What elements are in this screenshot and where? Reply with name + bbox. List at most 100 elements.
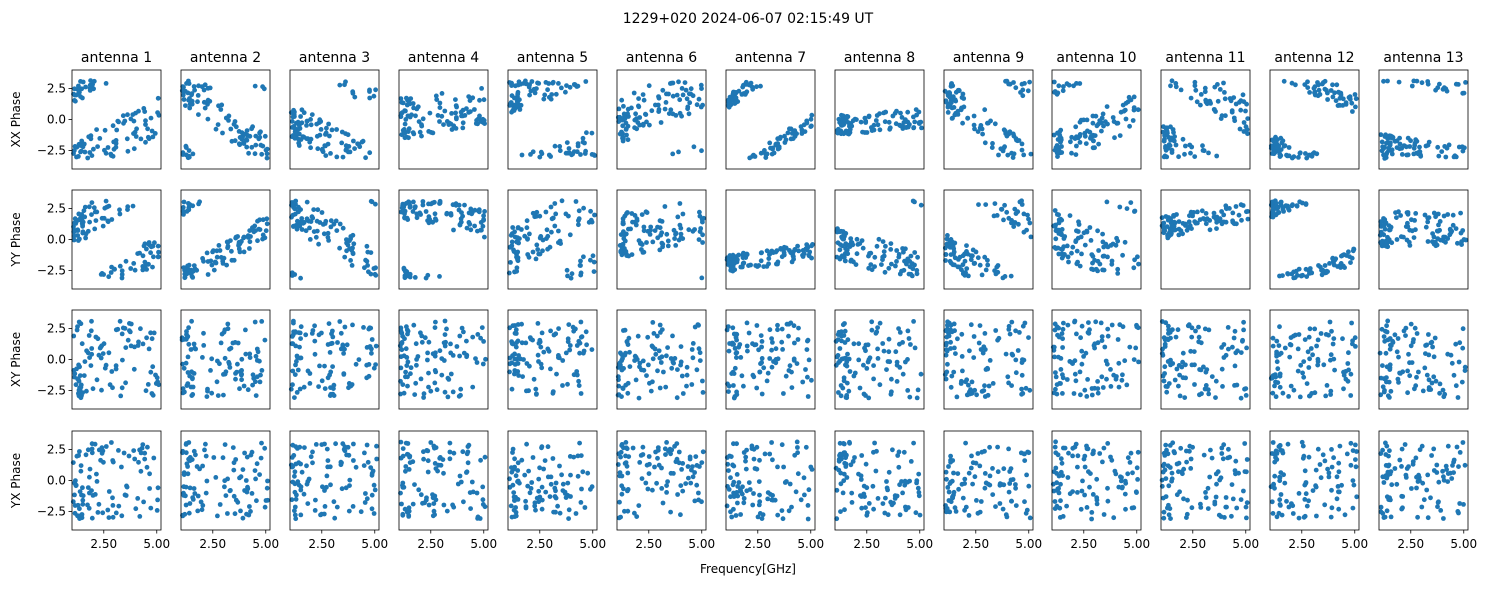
data-point <box>374 457 379 462</box>
data-point <box>411 502 416 507</box>
data-point <box>905 110 910 115</box>
data-point <box>563 90 568 95</box>
data-point <box>357 357 362 362</box>
data-point <box>619 483 624 488</box>
data-point <box>732 396 737 401</box>
data-point <box>195 509 200 514</box>
data-point <box>661 501 666 506</box>
data-point <box>482 97 487 102</box>
data-point <box>518 82 523 87</box>
data-point <box>965 116 970 121</box>
data-point <box>809 113 814 118</box>
data-point <box>307 477 312 482</box>
data-point <box>1296 155 1301 160</box>
data-point <box>1203 387 1208 392</box>
data-point <box>439 463 444 468</box>
data-point <box>332 516 337 521</box>
data-point <box>1102 345 1107 350</box>
data-point <box>554 92 559 97</box>
data-point <box>1297 267 1302 272</box>
data-point <box>315 229 320 234</box>
data-point <box>546 475 551 480</box>
data-point <box>365 443 370 448</box>
data-point <box>545 247 550 252</box>
data-point <box>1120 378 1125 383</box>
data-point <box>461 120 466 125</box>
data-point <box>1325 269 1330 274</box>
data-point <box>548 494 553 499</box>
data-point <box>184 503 189 508</box>
data-point <box>949 385 954 390</box>
data-point <box>577 441 582 446</box>
data-point <box>1193 88 1198 93</box>
data-point <box>1174 84 1179 89</box>
data-point <box>1162 155 1167 160</box>
data-point <box>439 356 444 361</box>
data-point <box>222 478 227 483</box>
data-point <box>529 337 534 342</box>
data-point <box>94 335 99 340</box>
data-point <box>969 322 974 327</box>
data-point <box>182 97 187 102</box>
data-point <box>73 478 78 483</box>
data-point <box>1280 273 1285 278</box>
data-point <box>699 276 704 281</box>
column-title: antenna 9 <box>953 50 1024 66</box>
data-point <box>1083 134 1088 139</box>
data-point <box>1086 320 1091 325</box>
data-point <box>217 361 222 366</box>
x-tick-label: 5.00 <box>361 537 388 551</box>
data-point <box>438 105 443 110</box>
data-point <box>790 385 795 390</box>
data-point <box>354 362 359 367</box>
data-point <box>1421 389 1426 394</box>
data-point <box>620 386 625 391</box>
data-point <box>735 494 740 499</box>
data-point <box>203 106 208 111</box>
data-point <box>1019 387 1024 392</box>
data-point <box>401 101 406 106</box>
data-point <box>1132 257 1137 262</box>
data-point <box>861 246 866 251</box>
panel <box>1269 310 1359 409</box>
data-point <box>805 347 810 352</box>
data-point <box>1212 85 1217 90</box>
data-point <box>978 323 983 328</box>
data-point <box>836 332 841 337</box>
data-point <box>525 252 530 257</box>
data-point <box>441 471 446 476</box>
data-point <box>893 264 898 269</box>
data-point <box>340 130 345 135</box>
data-point <box>365 250 370 255</box>
data-point <box>447 121 452 126</box>
data-point <box>991 381 996 386</box>
data-point <box>658 330 663 335</box>
data-point <box>1341 386 1346 391</box>
data-point <box>363 500 368 505</box>
data-point <box>897 450 902 455</box>
data-point <box>856 341 861 346</box>
data-point <box>1460 228 1465 233</box>
data-point <box>551 389 556 394</box>
data-point <box>535 247 540 252</box>
data-point <box>153 131 158 136</box>
data-point <box>1390 147 1395 152</box>
data-point <box>690 347 695 352</box>
x-tick-label: 5.00 <box>252 537 279 551</box>
x-tick-label: 5.00 <box>579 537 606 551</box>
data-point <box>738 355 743 360</box>
data-point <box>412 392 417 397</box>
data-point <box>1164 390 1169 395</box>
data-point <box>671 81 676 86</box>
data-point <box>1244 124 1249 129</box>
data-point <box>1288 342 1293 347</box>
data-point <box>432 509 437 514</box>
data-point <box>509 504 514 509</box>
data-point <box>1432 211 1437 216</box>
data-point <box>956 88 961 93</box>
data-point <box>352 95 357 100</box>
data-point <box>361 139 366 144</box>
data-point <box>242 384 247 389</box>
data-point <box>1017 330 1022 335</box>
data-point <box>1407 240 1412 245</box>
